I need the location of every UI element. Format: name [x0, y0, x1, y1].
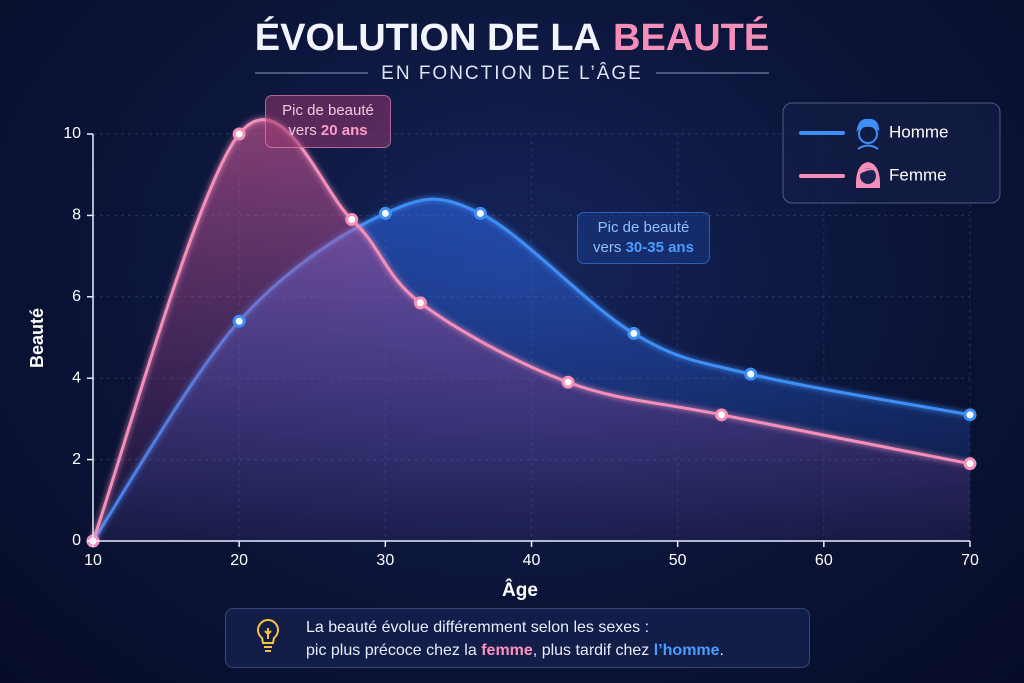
annotation-text: vers	[288, 122, 317, 139]
legend-label: Homme	[889, 122, 949, 141]
note-homme: l’homme	[653, 642, 720, 659]
x-axis-label: Âge	[502, 579, 538, 601]
y-tick-label: 2	[72, 451, 81, 468]
data-point	[232, 127, 246, 141]
x-tick-label: 20	[230, 552, 248, 569]
y-tick-label: 6	[72, 288, 81, 305]
y-tick-label: 10	[63, 125, 81, 142]
legend-label: Femme	[889, 165, 947, 184]
note-text: .	[719, 642, 724, 659]
annotation-line: vers 20 ans	[276, 121, 380, 141]
plot	[86, 118, 977, 548]
data-point	[963, 457, 977, 471]
data-point	[561, 375, 575, 389]
annotation-peak-femme: Pic de beauté vers 20 ans	[265, 95, 391, 148]
chart-title: ÉVOLUTION DE LA BEAUTÉ	[255, 15, 769, 59]
annotation-line: vers 30-35 ans	[588, 238, 699, 258]
note-line: La beauté évolue différemment selon les …	[306, 619, 650, 636]
data-point	[473, 206, 487, 220]
data-point	[378, 206, 392, 220]
note-femme: femme	[481, 642, 533, 659]
x-tick-label: 70	[961, 552, 979, 569]
bulb-icon	[257, 618, 279, 652]
x-tick-label: 50	[669, 552, 687, 569]
annotation-line: Pic de beauté	[282, 102, 374, 119]
chart-subtitle: EN FONCTION DE L’ÂGE	[381, 62, 643, 84]
data-point	[963, 408, 977, 422]
annotation-line: Pic de beauté	[597, 219, 690, 236]
title-highlight: BEAUTÉ	[613, 15, 769, 59]
note-line: pic plus précoce chez la femme, plus tar…	[306, 639, 809, 662]
annotation-peak-homme: Pic de beauté vers 30-35 ans	[577, 212, 710, 264]
note-text: , plus tardif chez	[532, 642, 650, 659]
annotation-text: vers	[593, 239, 622, 256]
note-box: La beauté évolue différemment selon les …	[225, 608, 810, 668]
y-axis-label: Beauté	[27, 308, 47, 368]
y-tick-label: 0	[72, 532, 81, 549]
x-tick-label: 40	[523, 552, 541, 569]
annotation-highlight: 30-35 ans	[625, 239, 694, 256]
annotation-highlight: 20 ans	[320, 122, 368, 139]
data-point	[715, 408, 729, 422]
data-point	[232, 314, 246, 328]
area	[93, 119, 970, 541]
legend-box	[782, 102, 1001, 204]
y-tick-label: 8	[72, 207, 81, 224]
data-point	[627, 326, 641, 340]
legend-icon-femme	[855, 162, 881, 188]
data-point	[413, 296, 427, 310]
y-tick-label: 4	[72, 369, 81, 386]
x-tick-label: 30	[376, 552, 394, 569]
data-point	[744, 367, 758, 381]
legend: Homme Femme	[799, 122, 949, 184]
data-point	[345, 212, 359, 226]
legend-icon-homme	[856, 118, 880, 150]
title-main: ÉVOLUTION DE LA	[255, 15, 601, 59]
axes: 0 2 4 6 8 10 10 20 30 40 50 60 70	[63, 125, 979, 569]
x-tick-label: 10	[84, 552, 102, 569]
x-tick-label: 60	[815, 552, 833, 569]
note-text: pic plus précoce chez la	[306, 642, 477, 659]
